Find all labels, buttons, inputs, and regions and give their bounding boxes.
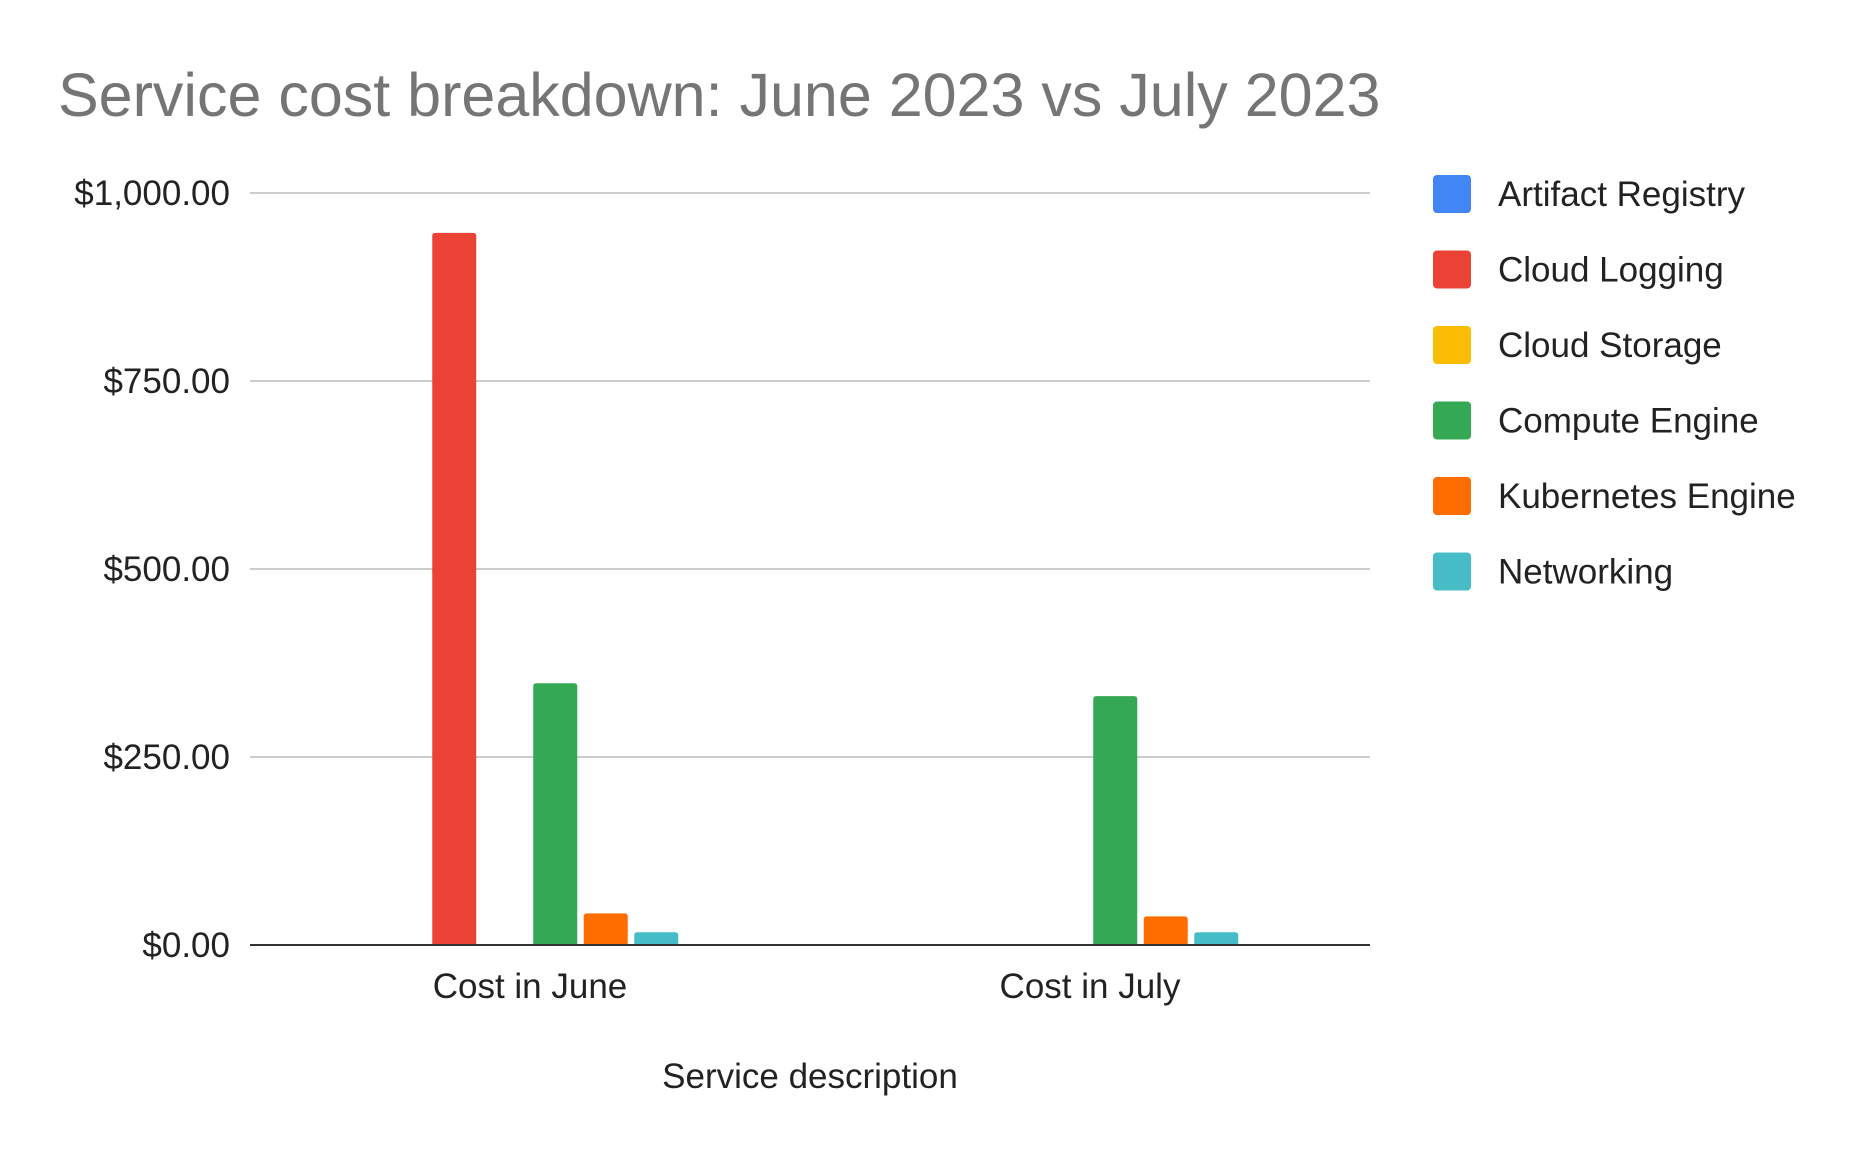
legend-label: Cloud Logging	[1498, 251, 1724, 290]
y-tick-label: $1,000.00	[74, 174, 230, 213]
legend-swatch	[1433, 326, 1471, 364]
legend-swatch	[1433, 477, 1471, 515]
y-tick-label: $0.00	[142, 926, 230, 965]
legend-swatch	[1433, 250, 1471, 289]
bar-networking-cost-in-july	[1194, 932, 1239, 945]
x-axis-ticks: Cost in June Cost in July	[433, 967, 1181, 1006]
bar-kubernetes-engine-cost-in-july	[1143, 916, 1188, 945]
legend: Artifact Registry Cloud Logging Cloud Stor…	[1433, 175, 1796, 592]
bar-compute-engine-cost-in-july	[1093, 696, 1138, 945]
bar-compute-engine-cost-in-june	[533, 683, 578, 945]
gridlines	[250, 192, 1370, 758]
y-tick-label: $750.00	[103, 362, 230, 401]
bars	[432, 232, 1239, 945]
x-tick-label: Cost in July	[1000, 967, 1181, 1006]
bar-networking-cost-in-june	[634, 932, 679, 945]
legend-swatch	[1433, 175, 1471, 213]
legend-label: Compute Engine	[1498, 402, 1759, 441]
legend-label: Kubernetes Engine	[1498, 477, 1796, 516]
x-tick-label: Cost in June	[433, 967, 628, 1006]
y-tick-label: $250.00	[103, 738, 230, 777]
legend-swatch	[1433, 552, 1471, 591]
x-axis-label: Service description	[662, 1057, 958, 1096]
y-tick-label: $500.00	[103, 550, 230, 589]
chart-title: Service cost breakdown: June 2023 vs Jul…	[58, 61, 1380, 129]
y-axis-ticks: $0.00 $250.00 $500.00 $750.00 $1,000.00	[74, 174, 230, 965]
bar-cloud-logging-cost-in-june	[432, 232, 477, 945]
legend-label: Networking	[1498, 553, 1673, 592]
legend-swatch	[1433, 401, 1471, 440]
legend-label: Artifact Registry	[1498, 175, 1745, 214]
bar-kubernetes-engine-cost-in-june	[583, 913, 628, 945]
legend-label: Cloud Storage	[1498, 326, 1722, 365]
